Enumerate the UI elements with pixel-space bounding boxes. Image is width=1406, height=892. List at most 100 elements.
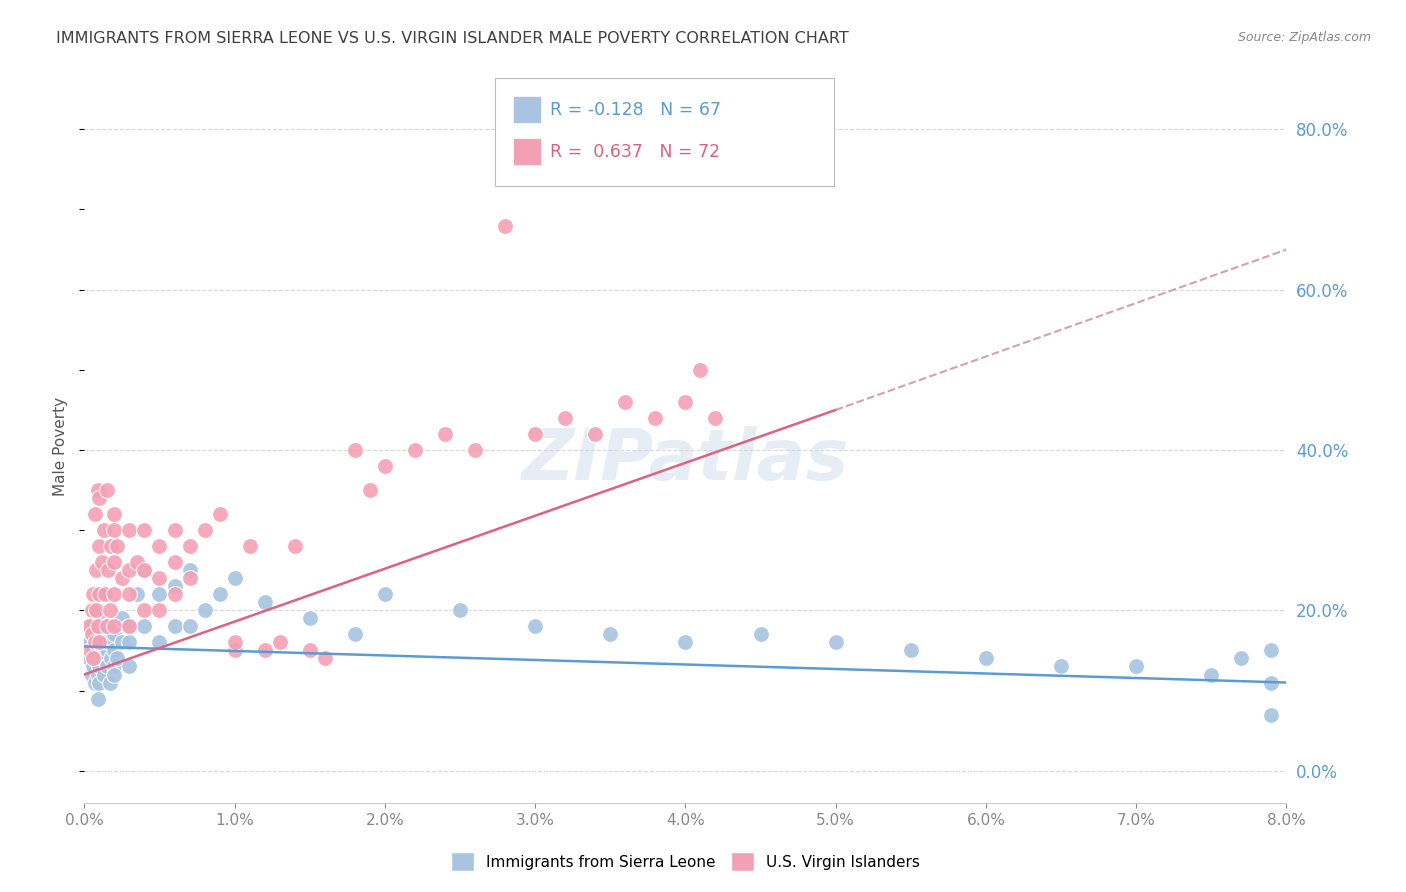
Point [103,659,125,673]
Point [83,507,105,521]
Point [86,563,108,577]
Point [253,595,276,609]
Point [91,651,114,665]
Point [224,571,246,585]
Text: Source: ZipAtlas.com: Source: ZipAtlas.com [1237,31,1371,45]
Point [314,651,336,665]
Point [80,627,103,641]
Point [87,619,110,633]
Point [900,643,922,657]
Point [86,651,108,665]
Point [97,563,120,577]
Text: R =  0.637   N = 72: R = 0.637 N = 72 [550,143,720,161]
Point [96,659,118,673]
Point [89,675,111,690]
Point [83,627,105,641]
Point [103,555,125,569]
Point [103,619,125,633]
Point [554,411,576,425]
Point [93,667,115,681]
Point [134,563,156,577]
Point [179,571,201,585]
Point [96,643,118,657]
Point [87,667,110,681]
Point [86,603,108,617]
Point [89,659,111,673]
Point [675,635,697,649]
Point [103,523,125,537]
Point [163,619,186,633]
Point [269,635,291,649]
Point [614,395,637,409]
Point [1260,675,1282,690]
Point [94,619,117,633]
Point [89,539,111,553]
Point [77,651,100,665]
Point [82,587,104,601]
Point [1201,667,1223,681]
Point [374,458,396,473]
Point [79,635,101,649]
Point [89,643,111,657]
Point [1260,643,1282,657]
Point [97,635,120,649]
Point [253,643,276,657]
Point [83,635,105,649]
Point [689,363,711,377]
Point [1125,659,1147,673]
Point [134,619,156,633]
Point [179,619,201,633]
Point [107,539,129,553]
Point [359,483,381,497]
Point [298,643,321,657]
Point [1260,707,1282,722]
Point [148,587,170,601]
Point [82,659,104,673]
Point [464,442,486,457]
Point [194,603,217,617]
Point [343,627,366,641]
Point [98,603,121,617]
Point [1050,659,1073,673]
Point [134,603,156,617]
Point [148,635,170,649]
Point [83,675,105,690]
Point [125,555,148,569]
Point [86,635,108,649]
Point [298,611,321,625]
Point [163,587,186,601]
Point [148,603,170,617]
Point [224,643,246,657]
Point [148,539,170,553]
Point [91,555,114,569]
Point [100,539,122,553]
Point [194,523,217,537]
Point [118,635,141,649]
Point [434,427,457,442]
Point [79,643,101,657]
Point [80,603,103,617]
Point [118,619,141,633]
Point [284,539,307,553]
Point [374,587,396,601]
Point [134,523,156,537]
Point [93,523,115,537]
Point [494,219,516,233]
Point [107,651,129,665]
Point [94,587,117,601]
Point [524,619,547,633]
Point [118,587,141,601]
Point [208,587,231,601]
Point [103,627,125,641]
Point [404,442,426,457]
Point [524,427,547,442]
Point [134,563,156,577]
Point [89,491,111,505]
Point [77,619,100,633]
Point [163,523,186,537]
Point [98,675,121,690]
Point [974,651,997,665]
Point [824,635,846,649]
Point [103,587,125,601]
Legend: Immigrants from Sierra Leone, U.S. Virgin Islanders: Immigrants from Sierra Leone, U.S. Virgi… [444,847,927,877]
